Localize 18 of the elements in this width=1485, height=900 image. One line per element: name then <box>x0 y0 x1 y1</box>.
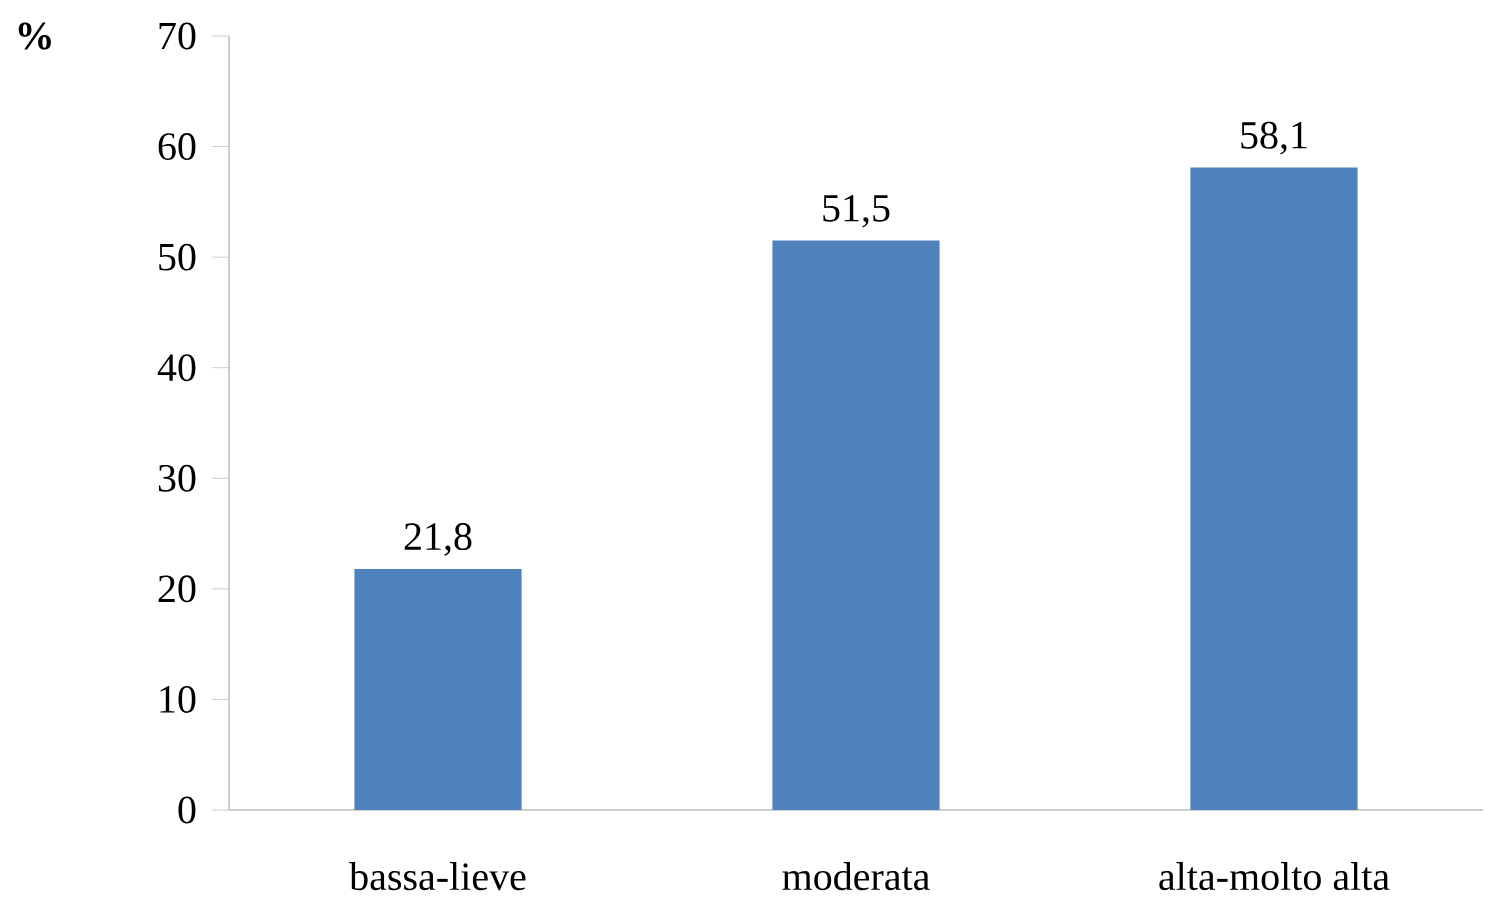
data-label: 21,8 <box>404 523 472 556</box>
y-tick-label: 0 <box>178 796 196 824</box>
bar <box>772 240 940 810</box>
x-tick-label: alta-molto alta <box>1159 862 1390 891</box>
bar <box>1190 167 1358 810</box>
bar <box>354 568 522 810</box>
data-label: 51,5 <box>823 194 890 228</box>
data-label: 58,1 <box>1241 121 1307 155</box>
y-tick-label: 40 <box>157 354 196 382</box>
y-tick-label: 10 <box>160 685 196 713</box>
y-axis-title: % <box>18 22 51 50</box>
y-tick-label: 20 <box>158 575 196 603</box>
x-tick-label: moderata <box>782 862 930 891</box>
y-tick-label: 70 <box>159 22 196 50</box>
y-tick-label: 30 <box>158 464 196 492</box>
y-tick-label: 60 <box>158 133 196 161</box>
x-tick-label: bassa-lieve <box>349 862 526 891</box>
y-tick-label: 50 <box>159 243 196 271</box>
